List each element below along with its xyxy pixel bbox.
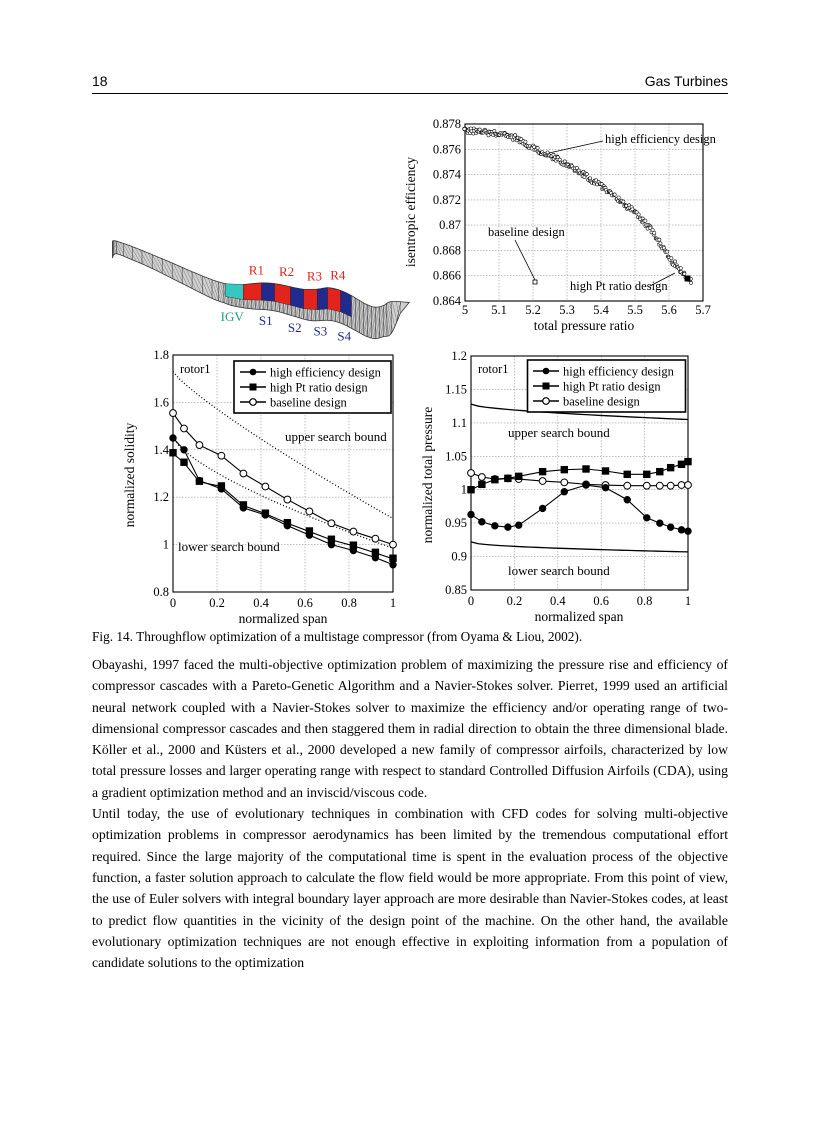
svg-text:1: 1	[461, 483, 467, 497]
svg-text:0.85: 0.85	[445, 583, 467, 597]
svg-text:normalized span: normalized span	[239, 611, 328, 626]
svg-text:normalized solidity: normalized solidity	[122, 422, 137, 527]
svg-text:1.1: 1.1	[451, 416, 467, 430]
svg-text:high Pt ratio design: high Pt ratio design	[570, 279, 668, 293]
svg-text:high Pt ratio design: high Pt ratio design	[270, 381, 368, 395]
svg-text:high efficiency design: high efficiency design	[563, 365, 675, 379]
svg-text:0: 0	[170, 596, 176, 610]
svg-text:baseline design: baseline design	[488, 225, 565, 239]
svg-text:0.6: 0.6	[297, 596, 313, 610]
svg-text:isentropic efficiency: isentropic efficiency	[403, 157, 418, 268]
svg-text:0: 0	[468, 594, 474, 608]
svg-text:0.876: 0.876	[433, 142, 461, 156]
svg-text:S3: S3	[313, 324, 327, 339]
svg-text:1: 1	[685, 594, 691, 608]
svg-text:rotor1: rotor1	[478, 362, 509, 376]
svg-text:R2: R2	[279, 264, 294, 279]
svg-text:1.2: 1.2	[153, 490, 169, 504]
svg-text:0.8: 0.8	[341, 596, 357, 610]
svg-text:baseline design: baseline design	[270, 396, 347, 410]
svg-text:normalized total pressure: normalized total pressure	[420, 407, 435, 543]
svg-text:5.2: 5.2	[525, 303, 541, 317]
svg-text:0.4: 0.4	[550, 594, 566, 608]
svg-text:5.5: 5.5	[627, 303, 643, 317]
svg-text:0.95: 0.95	[445, 516, 467, 530]
svg-text:0.864: 0.864	[433, 294, 462, 308]
svg-text:5: 5	[462, 303, 468, 317]
svg-text:5.3: 5.3	[559, 303, 575, 317]
svg-text:1.2: 1.2	[451, 349, 467, 363]
svg-text:0.874: 0.874	[433, 168, 462, 182]
svg-text:IGV: IGV	[221, 309, 245, 324]
svg-text:1.05: 1.05	[445, 449, 467, 463]
svg-text:S1: S1	[259, 313, 273, 328]
svg-text:1.15: 1.15	[445, 382, 467, 396]
svg-text:R3: R3	[307, 269, 322, 284]
svg-text:1: 1	[390, 596, 396, 610]
svg-text:high Pt ratio design: high Pt ratio design	[563, 380, 661, 394]
svg-text:0.9: 0.9	[451, 550, 467, 564]
svg-text:1.6: 1.6	[153, 395, 169, 409]
svg-text:0.2: 0.2	[507, 594, 523, 608]
svg-text:R1: R1	[249, 263, 264, 278]
svg-text:0.878: 0.878	[433, 117, 461, 131]
svg-text:lower search bound: lower search bound	[178, 539, 280, 554]
svg-text:0.8: 0.8	[637, 594, 653, 608]
svg-text:0.872: 0.872	[433, 193, 461, 207]
svg-text:high efficiency design: high efficiency design	[605, 132, 717, 146]
svg-text:0.4: 0.4	[253, 596, 269, 610]
svg-text:0.8: 0.8	[153, 585, 169, 599]
svg-text:upper search bound: upper search bound	[508, 425, 610, 440]
svg-text:S4: S4	[337, 329, 351, 344]
svg-text:5.1: 5.1	[491, 303, 507, 317]
svg-text:S2: S2	[288, 320, 302, 335]
svg-text:5.4: 5.4	[593, 303, 609, 317]
svg-text:1: 1	[163, 538, 169, 552]
svg-text:baseline design: baseline design	[563, 395, 640, 409]
svg-text:high efficiency design: high efficiency design	[270, 366, 382, 380]
svg-text:total pressure ratio: total pressure ratio	[534, 318, 635, 333]
svg-text:1.8: 1.8	[153, 348, 169, 362]
svg-text:0.866: 0.866	[433, 269, 461, 283]
svg-text:0.2: 0.2	[209, 596, 225, 610]
svg-text:rotor1: rotor1	[180, 362, 211, 376]
svg-text:0.868: 0.868	[433, 243, 461, 257]
svg-text:lower search bound: lower search bound	[508, 563, 610, 578]
svg-text:5.7: 5.7	[695, 303, 711, 317]
svg-text:0.87: 0.87	[439, 218, 461, 232]
svg-text:1.4: 1.4	[153, 443, 169, 457]
svg-text:R4: R4	[330, 268, 346, 283]
svg-text:5.6: 5.6	[661, 303, 677, 317]
svg-text:0.6: 0.6	[593, 594, 609, 608]
svg-text:upper search bound: upper search bound	[285, 429, 387, 444]
svg-text:normalized span: normalized span	[535, 609, 624, 624]
